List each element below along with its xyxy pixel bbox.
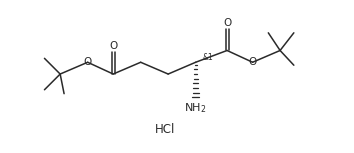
Text: HCl: HCl <box>155 123 175 136</box>
Text: O: O <box>109 41 117 51</box>
Text: NH$_2$: NH$_2$ <box>184 102 207 115</box>
Text: O: O <box>249 57 257 67</box>
Text: O: O <box>84 57 92 67</box>
Text: &1: &1 <box>202 53 213 62</box>
Text: O: O <box>223 18 231 28</box>
